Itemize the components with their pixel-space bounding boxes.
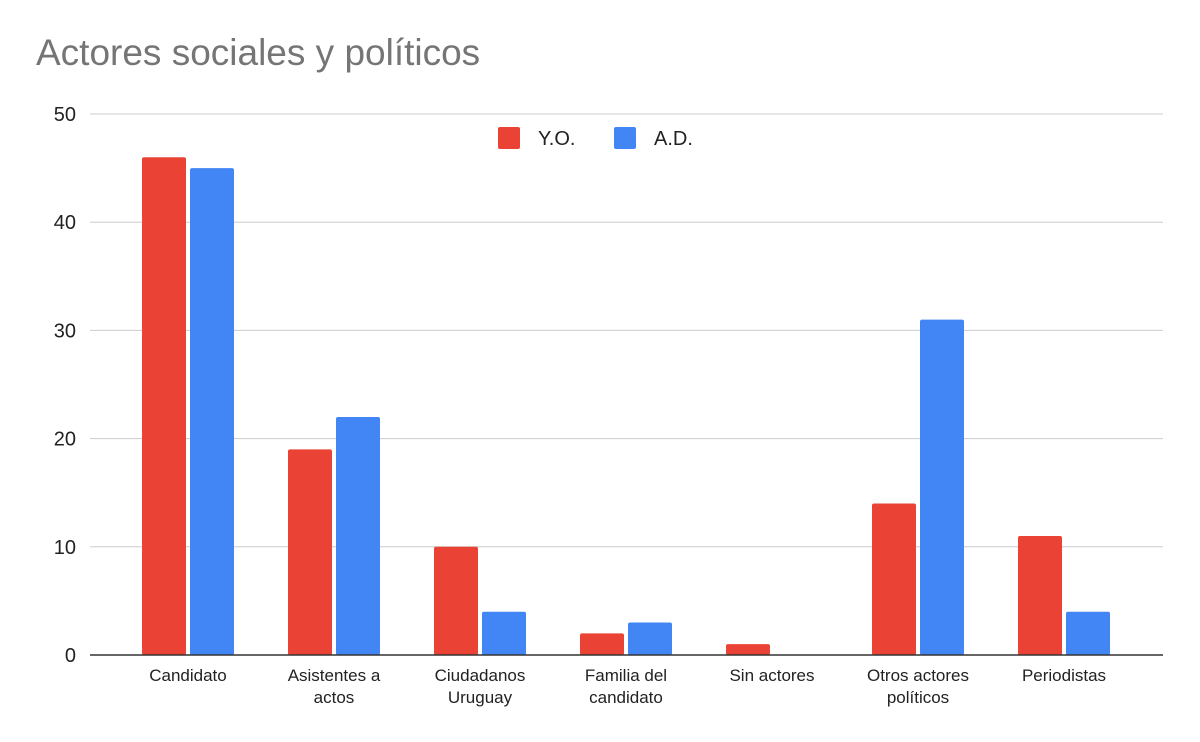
y-tick-label: 30 — [54, 320, 76, 342]
x-tick-label: Uruguay — [448, 688, 513, 707]
legend-label: Y.O. — [538, 128, 575, 150]
legend-swatch — [498, 127, 520, 149]
bar-Y.O. — [142, 157, 186, 655]
bar-A.D. — [482, 611, 526, 655]
y-tick-label: 50 — [54, 104, 76, 126]
x-tick-label: actos — [314, 688, 355, 707]
x-tick-label: candidato — [589, 688, 663, 707]
bar-Y.O. — [434, 546, 478, 655]
x-tick-label: políticos — [887, 688, 949, 707]
bar-Y.O. — [1018, 535, 1062, 655]
x-tick-label: Candidato — [149, 666, 227, 685]
legend-swatch — [614, 127, 636, 149]
bar-Y.O. — [872, 503, 916, 655]
y-tick-label: 0 — [65, 645, 76, 667]
x-tick-label: Asistentes a — [288, 666, 381, 685]
bar-Y.O. — [580, 633, 624, 655]
y-tick-label: 20 — [54, 429, 76, 451]
y-tick-label: 10 — [54, 537, 76, 559]
x-tick-label: Ciudadanos — [435, 666, 526, 685]
bar-Y.O. — [288, 449, 332, 655]
bar-A.D. — [920, 319, 964, 655]
x-tick-label: Otros actores — [867, 666, 969, 685]
x-tick-label: Sin actores — [729, 666, 814, 685]
bar-A.D. — [1066, 611, 1110, 655]
x-tick-label: Periodistas — [1022, 666, 1106, 685]
bar-A.D. — [628, 622, 672, 655]
legend-label: A.D. — [654, 128, 693, 150]
x-tick-label: Familia del — [585, 666, 667, 685]
y-tick-label: 40 — [54, 212, 76, 234]
bar-A.D. — [190, 168, 234, 655]
bar-Y.O. — [726, 644, 770, 655]
bar-A.D. — [336, 416, 380, 655]
chart-title: Actores sociales y políticos — [36, 32, 481, 73]
